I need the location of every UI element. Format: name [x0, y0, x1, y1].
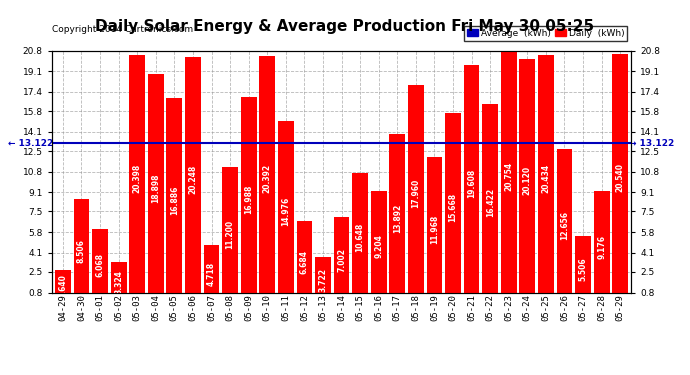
Text: 3.722: 3.722 [319, 268, 328, 292]
Text: 20.120: 20.120 [523, 166, 532, 195]
Text: 19.608: 19.608 [467, 169, 476, 198]
Bar [389, 134, 405, 302]
Bar [278, 121, 294, 302]
Text: 20.754: 20.754 [504, 162, 513, 191]
Bar [259, 56, 275, 302]
Bar [315, 257, 331, 302]
Bar [204, 245, 219, 302]
Bar [55, 270, 71, 302]
Bar [352, 173, 368, 302]
Text: 12.656: 12.656 [560, 211, 569, 240]
Text: 20.392: 20.392 [263, 164, 272, 194]
Bar [110, 262, 126, 302]
Bar [408, 85, 424, 302]
Text: 9.176: 9.176 [597, 235, 606, 259]
Text: 6.684: 6.684 [300, 250, 309, 274]
Bar [557, 149, 573, 302]
Legend: Average  (kWh), Daily  (kWh): Average (kWh), Daily (kWh) [464, 26, 627, 40]
Text: 16.988: 16.988 [244, 185, 253, 214]
Text: 8.506: 8.506 [77, 239, 86, 262]
Text: 4.718: 4.718 [207, 262, 216, 286]
Text: 2.640: 2.640 [59, 274, 68, 298]
Text: 15.668: 15.668 [448, 193, 457, 222]
Bar [371, 191, 386, 302]
Bar [334, 217, 349, 302]
Text: 18.898: 18.898 [151, 173, 160, 202]
Bar [538, 55, 554, 302]
Bar [501, 51, 517, 302]
Text: 11.968: 11.968 [430, 215, 439, 244]
Text: Copyright 2014 Cartronics.com: Copyright 2014 Cartronics.com [52, 25, 193, 34]
Text: 5.506: 5.506 [578, 257, 588, 281]
Text: 17.960: 17.960 [411, 179, 420, 208]
Bar [129, 56, 145, 302]
Bar [593, 191, 609, 302]
Text: 13.892: 13.892 [393, 204, 402, 233]
Bar [166, 98, 182, 302]
Text: 20.434: 20.434 [542, 164, 551, 193]
Bar [426, 158, 442, 302]
Text: 7.002: 7.002 [337, 248, 346, 272]
Text: 20.398: 20.398 [132, 164, 141, 194]
Text: 14.976: 14.976 [282, 197, 290, 226]
Text: 20.540: 20.540 [615, 164, 624, 192]
Text: 16.886: 16.886 [170, 185, 179, 215]
Bar [297, 221, 313, 302]
Bar [241, 97, 257, 302]
Text: → 13.122: → 13.122 [629, 139, 675, 148]
Bar [74, 199, 90, 302]
Text: Daily Solar Energy & Average Production Fri May 30 05:25: Daily Solar Energy & Average Production … [95, 19, 595, 34]
Text: 20.248: 20.248 [188, 165, 197, 194]
Bar [612, 54, 628, 302]
Text: 6.068: 6.068 [95, 254, 105, 278]
Bar [482, 104, 498, 302]
Bar [92, 229, 108, 302]
Text: 9.204: 9.204 [374, 235, 383, 258]
Bar [185, 57, 201, 302]
Text: 3.324: 3.324 [114, 270, 123, 294]
Bar [445, 113, 461, 302]
Bar [148, 74, 164, 302]
Text: 10.648: 10.648 [355, 223, 364, 252]
Bar [520, 59, 535, 302]
Bar [464, 65, 480, 302]
Text: 11.200: 11.200 [226, 220, 235, 249]
Bar [222, 167, 238, 302]
Text: ← 13.122: ← 13.122 [8, 139, 54, 148]
Text: 16.422: 16.422 [486, 188, 495, 218]
Bar [575, 236, 591, 302]
